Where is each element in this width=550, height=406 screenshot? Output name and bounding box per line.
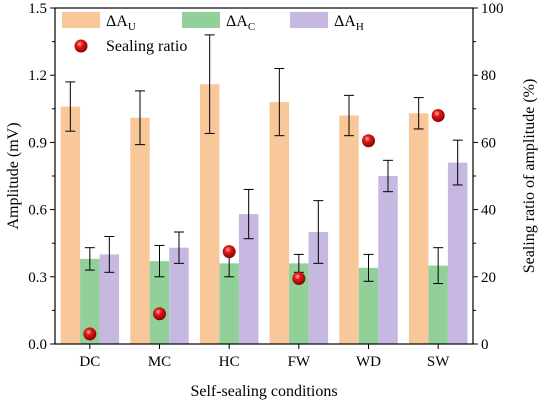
y-tick-label: 0.3 — [28, 270, 47, 286]
x-tick-label-mc: MC — [148, 354, 171, 370]
sealing-ratio-point-dc — [83, 327, 97, 341]
bar-c-wd — [358, 267, 379, 344]
x-tick-label-sw: SW — [427, 354, 450, 370]
bar-c-sw — [428, 265, 448, 344]
bar-u-mc — [130, 117, 150, 344]
x-tick-label-dc: DC — [79, 354, 100, 370]
legend-label-main: ΔA — [226, 13, 248, 30]
y2-tick-label: 60 — [481, 135, 496, 151]
bar-u-dc — [60, 106, 81, 344]
x-tick-label-wd: WD — [356, 354, 381, 370]
x-axis-label: Self-sealing conditions — [190, 383, 337, 400]
bar-h-mc — [169, 247, 189, 344]
bar-c-fw — [289, 263, 309, 344]
legend-label-subscript: H — [356, 21, 364, 33]
legend-label-subscript: C — [248, 21, 255, 33]
y2-tick-label: 40 — [481, 203, 496, 219]
bar-h-dc — [99, 254, 120, 344]
y-tick-label: 1.2 — [28, 68, 47, 84]
x-tick-label-fw: FW — [288, 354, 311, 370]
bar-h-fw — [308, 232, 329, 344]
bar-u-hc — [199, 84, 220, 344]
sealing-ratio-point-hc — [222, 245, 236, 259]
bar-u-fw — [269, 102, 290, 344]
sealing-ratio-point-wd — [362, 134, 375, 148]
legend-swatch-u — [62, 12, 100, 28]
y-tick-label: 0.9 — [28, 135, 47, 151]
legend-label-main: ΔA — [106, 13, 128, 30]
legend-swatch-h — [290, 12, 328, 28]
y-tick-label: 1.5 — [28, 1, 47, 17]
x-tick-label-hc: HC — [219, 354, 240, 370]
bar-u-wd — [339, 115, 359, 345]
legend-label-main: ΔA — [334, 13, 356, 30]
legend-label-subscript: U — [128, 21, 136, 33]
bar-c-mc — [149, 261, 170, 344]
y2-tick-label: 100 — [481, 1, 504, 17]
left-axis-ticks: 0.0 0.3 0.6 0.9 1.2 1.5 — [28, 1, 55, 353]
right-axis-ticks: 0 20 40 60 80 100 — [473, 1, 504, 353]
legend-swatch-c — [182, 12, 220, 28]
sealing-ratio-point-sw — [431, 109, 445, 123]
sealing-ratio-layer — [83, 109, 445, 341]
sealing-ratio-point-mc — [153, 307, 166, 321]
bar-h-wd — [378, 176, 398, 344]
y2-axis-label: Sealing ratio of amplitude (%) — [521, 79, 538, 274]
bar-h-hc — [238, 214, 259, 344]
bar-h-sw — [447, 162, 468, 344]
legend-label-sealing-ratio: Sealing ratio — [106, 38, 187, 55]
y-tick-label: 0.0 — [28, 337, 47, 353]
bar-c-hc — [219, 263, 239, 344]
legend-label-h: ΔAH — [334, 13, 364, 33]
legend-label-u: ΔAU — [106, 13, 136, 33]
legend-label-c: ΔAC — [226, 13, 255, 33]
y-axis-label: Amplitude (mV) — [5, 122, 22, 229]
y2-tick-label: 20 — [481, 270, 496, 286]
y-tick-label: 0.6 — [28, 203, 47, 219]
y2-tick-label: 80 — [481, 68, 496, 84]
legend-swatch-sealing-ratio — [74, 39, 88, 53]
x-axis-ticks: DC MC HC FW WD SW — [79, 344, 450, 370]
bars-layer — [60, 84, 468, 345]
y2-tick-label: 0 — [481, 337, 489, 353]
bar-u-sw — [408, 113, 429, 344]
error-bars-layer — [65, 34, 463, 285]
bar-c-dc — [80, 258, 100, 344]
sealing-ratio-point-fw — [292, 271, 306, 285]
